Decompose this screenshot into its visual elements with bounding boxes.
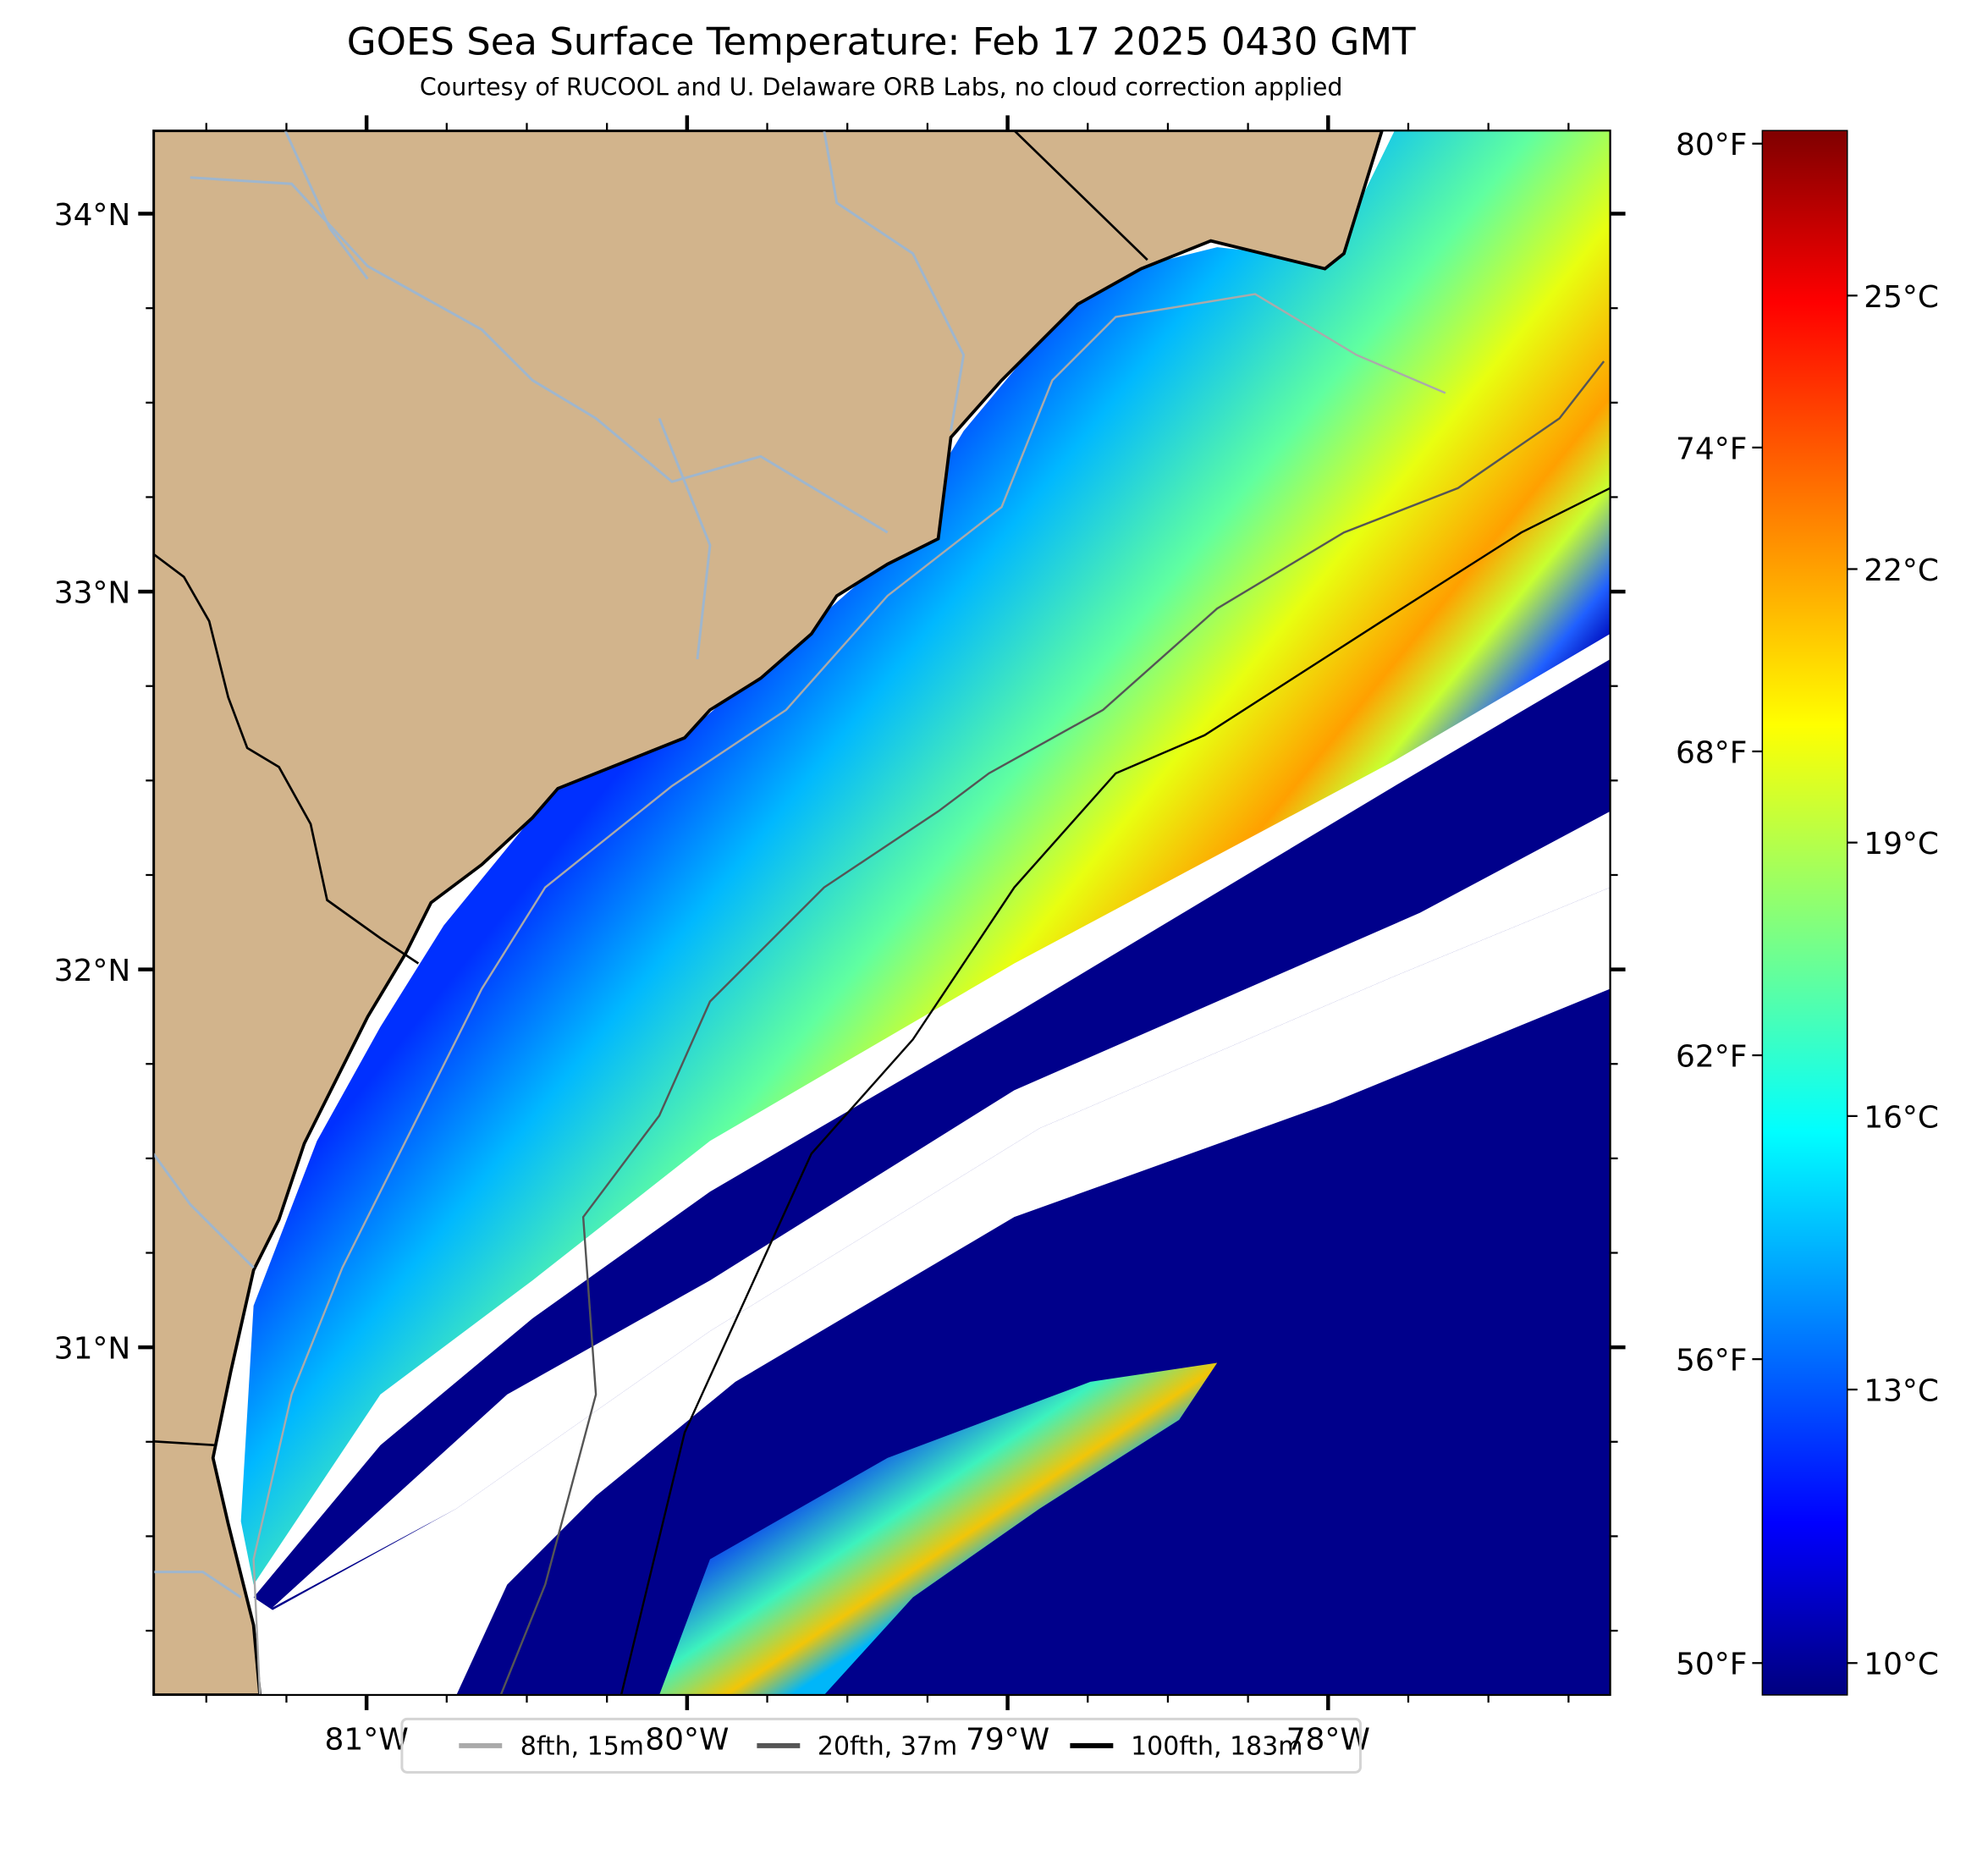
legend-item-20fth: 20fth, 37m <box>756 1730 958 1761</box>
state-borders <box>153 130 1148 1447</box>
colorbar-c-label: 25°C <box>1864 280 1939 315</box>
lon-tick-label: 80°W <box>645 1722 729 1757</box>
legend: 8fth, 15m 20fth, 37m 100fth, 183m <box>400 1717 1362 1774</box>
colorbar <box>1761 129 1848 1696</box>
chart-title: GOES Sea Surface Temperature: Feb 17 202… <box>346 19 1416 65</box>
legend-item-100fth: 100fth, 183m <box>1070 1731 1302 1761</box>
colorbar-ticks: 25°C 22°C 19°C 16°C 13°C 10°C 80°F 74°F 68°F 62°F… <box>1676 128 1939 1682</box>
map-area <box>153 130 1611 1695</box>
sst-offshore-streak <box>659 1362 1218 1695</box>
colorbar-c-label: 16°C <box>1864 1100 1939 1135</box>
colorbar-f-label: 68°F <box>1676 735 1747 770</box>
cloud-gap <box>273 811 1611 1608</box>
chart-subtitle: Courtesy of RUCOOL and U. Delaware ORB L… <box>419 73 1343 102</box>
legend-item-8fth: 8fth, 15m <box>459 1730 644 1761</box>
legend-swatch <box>459 1742 503 1748</box>
map-frame <box>152 129 1611 1697</box>
axis-ticks: 81°W 80°W 79°W 78°W 34°N 33°N 32°N 31°N <box>54 115 1626 1757</box>
colorbar-c-label: 10°C <box>1864 1648 1939 1682</box>
lat-tick-label: 34°N <box>54 198 131 233</box>
legend-swatch <box>756 1742 800 1748</box>
isobath-100fth <box>620 487 1611 1695</box>
lat-tick-label: 32°N <box>54 954 131 988</box>
isobath-8fth <box>252 293 1446 1695</box>
legend-label: 100fth, 183m <box>1131 1730 1303 1761</box>
lon-tick-label: 78°W <box>1286 1722 1370 1757</box>
legend-label: 20fth, 37m <box>817 1730 958 1761</box>
colorbar-f-label: 56°F <box>1676 1344 1747 1378</box>
colorbar-f-label: 80°F <box>1676 128 1747 162</box>
legend-label: 8fth, 15m <box>520 1730 644 1761</box>
legend-swatch <box>1070 1742 1114 1748</box>
colorbar-c-label: 13°C <box>1864 1374 1939 1409</box>
colorbar-c-label: 19°C <box>1864 827 1939 861</box>
colorbar-f-label: 74°F <box>1676 432 1747 466</box>
lon-tick-label: 81°W <box>325 1722 409 1757</box>
rivers <box>153 130 966 1599</box>
colorbar-f-label: 62°F <box>1676 1040 1747 1075</box>
lon-tick-label: 79°W <box>966 1722 1049 1757</box>
colorbar-f-label: 50°F <box>1676 1648 1747 1682</box>
colorbar-c-label: 22°C <box>1864 553 1939 588</box>
lat-tick-label: 31°N <box>54 1332 131 1367</box>
lat-tick-label: 33°N <box>54 576 131 611</box>
land <box>153 130 1384 1695</box>
isobath-20fth <box>499 360 1605 1695</box>
